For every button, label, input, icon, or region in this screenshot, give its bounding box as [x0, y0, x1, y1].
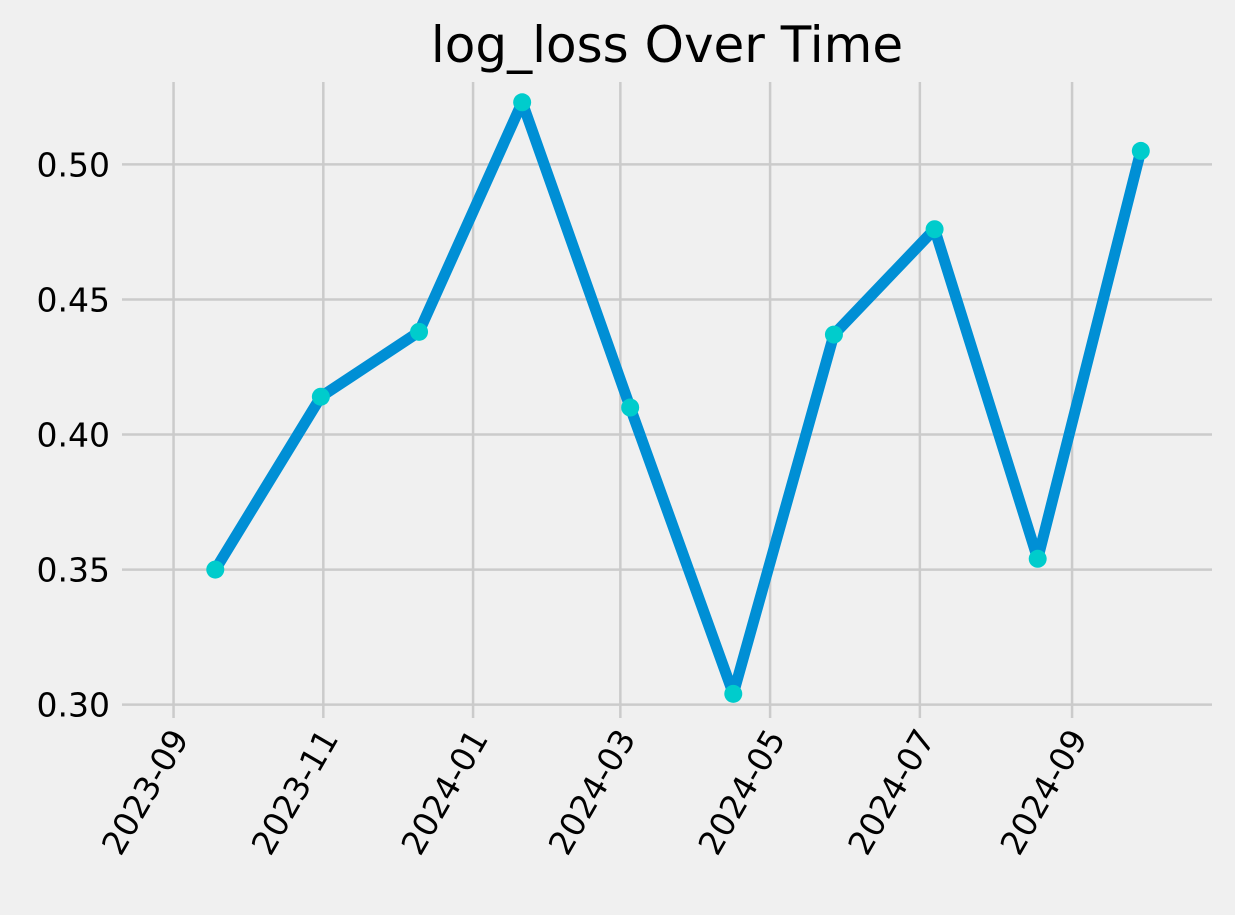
y-tick-label: 0.45 — [37, 280, 110, 319]
y-axis-ticks: 0.30 0.35 0.40 0.45 0.50 — [37, 145, 110, 724]
data-point — [824, 325, 843, 344]
y-tick-label: 0.50 — [37, 145, 110, 184]
data-point — [925, 220, 944, 239]
data-point — [1028, 549, 1047, 568]
y-tick-label: 0.35 — [37, 551, 110, 590]
data-point — [513, 93, 532, 112]
data-point — [621, 398, 640, 417]
y-tick-label: 0.40 — [37, 416, 110, 455]
y-tick-label: 0.30 — [37, 686, 110, 725]
data-point — [311, 387, 330, 406]
data-point — [724, 684, 743, 703]
series-line — [209, 96, 1147, 700]
chart-title: log_loss Over Time — [431, 16, 903, 74]
data-point — [410, 322, 429, 341]
data-series — [206, 93, 1150, 703]
data-point — [1131, 141, 1150, 160]
data-point — [206, 560, 225, 579]
